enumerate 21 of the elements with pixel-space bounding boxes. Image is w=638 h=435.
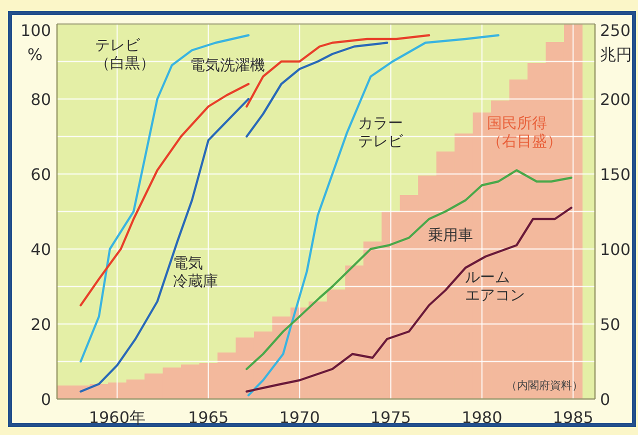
x-tick-label: 1985 bbox=[552, 408, 594, 427]
x-tick-label: 1970 bbox=[279, 408, 320, 427]
annotation: （内閣府資料） bbox=[506, 379, 583, 392]
y-tick-label: 100 bbox=[20, 21, 51, 40]
y2-axis-title: 兆円 bbox=[600, 45, 632, 64]
y-tick-label: 60 bbox=[30, 165, 51, 184]
x-tick-label: 1975 bbox=[370, 408, 412, 427]
y2-tick-label: 0 bbox=[600, 390, 610, 409]
x-tick-label: 1960年 bbox=[88, 408, 146, 427]
y-tick-label: 20 bbox=[30, 315, 51, 334]
y-tick-label: 80 bbox=[30, 90, 51, 109]
y2-tick-label: 50 bbox=[600, 315, 620, 334]
x-tick-label: 1980 bbox=[462, 408, 502, 427]
x-tick-label: 1965 bbox=[188, 408, 229, 427]
y2-tick-label: 100 bbox=[600, 240, 631, 259]
y2-tick-label: 150 bbox=[600, 165, 631, 184]
y2-tick-label: 200 bbox=[600, 90, 631, 109]
y-axis-title: % bbox=[27, 45, 43, 64]
y2-tick-label: 250 bbox=[600, 21, 631, 40]
y-tick-label: 40 bbox=[30, 240, 51, 259]
y-tick-label: 0 bbox=[40, 390, 51, 409]
